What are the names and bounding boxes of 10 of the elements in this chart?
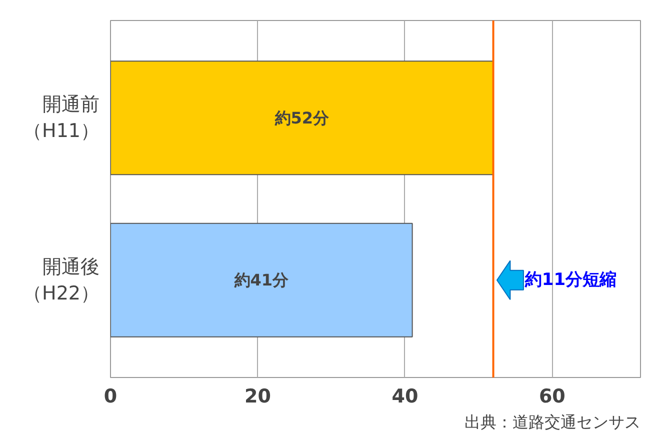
data-label: 約41分 bbox=[233, 270, 290, 290]
data-label: 約52分 bbox=[274, 108, 330, 128]
x-tick-label: 20 bbox=[244, 386, 271, 408]
x-tick-label: 0 bbox=[104, 386, 118, 408]
source-note: 出典：道路交通センサス bbox=[464, 412, 640, 432]
x-tick-label: 40 bbox=[392, 386, 418, 408]
x-tick-label: 60 bbox=[538, 386, 566, 408]
y-tick-label: 開通前（H11） bbox=[23, 94, 100, 142]
annotation: 約11分短縮 bbox=[524, 270, 617, 290]
y-tick-label: 開通後（H22） bbox=[23, 256, 100, 304]
